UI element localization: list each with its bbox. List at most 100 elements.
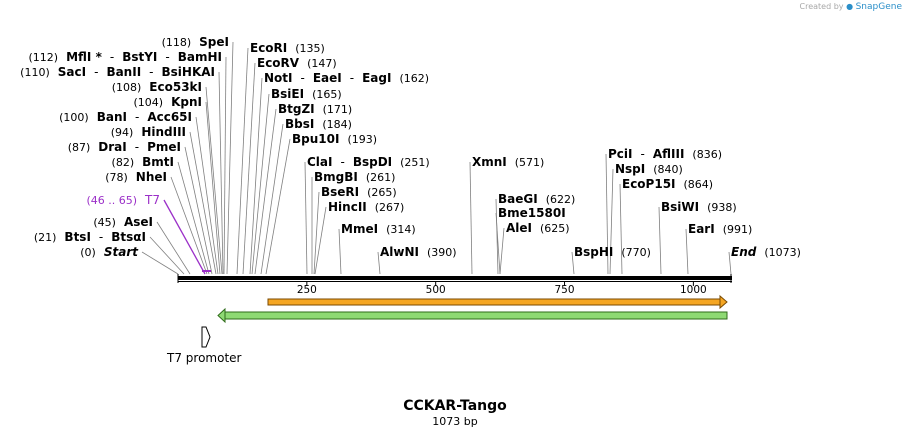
site-separator: - (165, 50, 169, 64)
site-leader-line (205, 101, 221, 275)
site-enzyme-name: BbsI (285, 117, 314, 131)
site-separator: - (94, 65, 98, 79)
site-leader-line (313, 191, 320, 275)
site-position: (265) (367, 186, 397, 199)
site-leader-line (218, 71, 224, 275)
site-leader-line (251, 93, 270, 275)
site-position: (625) (540, 222, 570, 235)
site-enzyme-name: DraI (98, 140, 126, 154)
site-leader-line (249, 77, 263, 275)
credit-prefix: Created by (799, 2, 844, 11)
site-labels: (118) SpeI(112) MflI * - BstYI - BamHI(110) Sac… (20, 35, 801, 259)
site-leader-line (149, 236, 185, 275)
site-leader-line (226, 41, 234, 275)
site-position: (165) (312, 88, 342, 101)
site-label: BaeGI (622) (498, 192, 575, 206)
site-leader-line (304, 161, 308, 275)
site-enzyme-name: BaeGI (498, 192, 538, 206)
site-position: (261) (366, 171, 396, 184)
site-label: (78) NheI (105, 170, 167, 184)
site-label: NotI - EaeI - EagI (162) (264, 71, 429, 85)
credit-brand: SnapGene (855, 2, 902, 12)
site-enzyme-name: XmnI (472, 155, 507, 169)
site-label: XmnI (571) (472, 155, 544, 169)
site-enzyme-name: PciI (608, 147, 633, 161)
site-leader-line (260, 123, 284, 275)
site-leader-line (156, 221, 191, 275)
site-enzyme-name: EagI (362, 71, 391, 85)
plasmid-name: CCKAR-Tango (403, 398, 507, 414)
site-label: (82) BmtI (112, 155, 174, 169)
site-enzyme-name: SpeI (199, 35, 229, 49)
site-enzyme-name: BanI (97, 110, 127, 124)
ruler-tick-label: 1000 (680, 284, 707, 296)
site-leader-lines (141, 41, 732, 275)
site-enzyme-name: BsiHKAI (162, 65, 216, 79)
site-label: (46 .. 65) T7 (86, 193, 160, 207)
site-position: (622) (546, 193, 576, 206)
site-enzyme-name: Bpu10I (292, 132, 339, 146)
site-position: (864) (684, 178, 714, 191)
site-leader-line (571, 251, 575, 275)
site-enzyme-name: T7 (144, 193, 160, 207)
site-enzyme-name: NspI (615, 162, 645, 176)
site-label: (110) SacI - BanII - BsiHKAI (20, 65, 215, 79)
site-enzyme-name: BanII (106, 65, 141, 79)
site-leader-line (254, 108, 277, 275)
site-enzyme-name: EcoP15I (622, 177, 676, 191)
site-position: (836) (692, 148, 722, 161)
feature-arrow-forward (267, 294, 728, 310)
site-position: (94) (111, 126, 134, 139)
site-position: (78) (105, 171, 128, 184)
site-label: (21) BtsI - BtsαI (34, 230, 146, 244)
site-label: (118) SpeI (162, 35, 229, 49)
site-label: BbsI (184) (285, 117, 352, 131)
site-enzyme-name: BtsI (64, 230, 91, 244)
site-leader-line (469, 161, 473, 275)
site-leader-line (499, 227, 505, 275)
site-enzyme-name: End (731, 245, 757, 259)
site-position: (840) (653, 163, 683, 176)
site-enzyme-name: AflIII (653, 147, 685, 161)
site-label: (87) DraI - PmeI (68, 140, 181, 154)
site-enzyme-name: HincII (328, 200, 367, 214)
plasmid-title-block: CCKAR-Tango 1073 bp (0, 398, 910, 428)
site-separator: - (135, 110, 139, 124)
site-leader-line (177, 161, 210, 275)
site-label: HincII (267) (328, 200, 404, 214)
site-position: (938) (707, 201, 737, 214)
site-separator: - (135, 140, 139, 154)
site-separator: - (110, 50, 114, 64)
site-position: (100) (59, 111, 89, 124)
site-position: (193) (347, 133, 377, 146)
site-label: BsiWI (938) (661, 200, 737, 214)
site-position: (390) (427, 246, 457, 259)
site-leader-line (205, 86, 223, 275)
site-label: Bme1580I (498, 206, 566, 220)
ruler-tick-label: 750 (555, 284, 575, 296)
site-enzyme-name: ClaI (307, 155, 332, 169)
site-enzyme-name: BsiEI (271, 87, 304, 101)
site-label: (94) HindIII (111, 125, 186, 139)
site-enzyme-name: BmgBI (314, 170, 358, 184)
site-leader-line (495, 212, 501, 275)
site-leader-line (685, 228, 689, 275)
site-enzyme-name: Bme1580I (498, 206, 566, 220)
site-position: (267) (375, 201, 405, 214)
site-enzyme-name: BmtI (142, 155, 174, 169)
site-label: EarI (991) (688, 222, 752, 236)
site-enzyme-name: AlwNI (380, 245, 419, 259)
site-enzyme-name: NheI (136, 170, 167, 184)
site-position: (110) (20, 66, 50, 79)
site-enzyme-name: BstYI (122, 50, 157, 64)
site-label: ClaI - BspDI (251) (307, 155, 430, 169)
ruler-tick-label: 250 (297, 284, 317, 296)
site-label: End (1073) (731, 245, 801, 259)
ruler: 250 500 750 1000 (178, 281, 732, 296)
site-label: AleI (625) (506, 221, 570, 235)
site-leader-line (609, 168, 614, 275)
site-label: BmgBI (261) (314, 170, 395, 184)
site-leader-line (265, 138, 291, 275)
site-separator: - (641, 147, 645, 161)
site-enzyme-name: EaeI (313, 71, 342, 85)
